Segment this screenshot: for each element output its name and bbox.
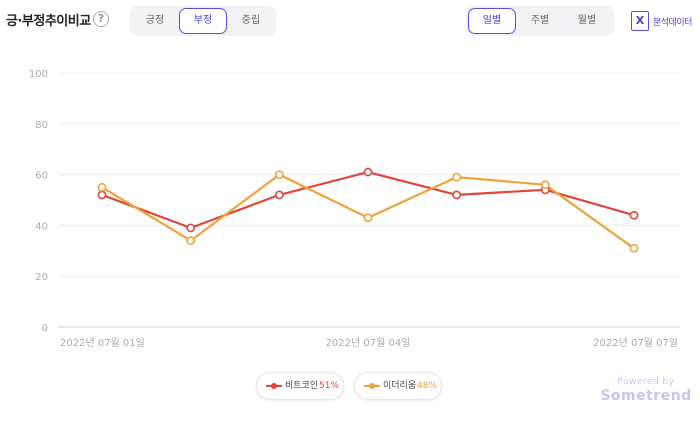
chart-header: 긍·부정추이비교 ? 긍정 부정 중립 일별 주별 월별 X 분석데이터 (0, 0, 700, 44)
x-tick-label: 2022년 07월 07일 (593, 337, 678, 349)
legend-item-ethereum[interactable]: 이더리움 48% (354, 372, 442, 400)
data-point-1-6 (629, 243, 639, 253)
legend-value: 51% (319, 381, 340, 391)
data-point-1-1 (186, 236, 196, 246)
sometrend-logo: Powered by Sometrend (598, 377, 694, 404)
data-point-1-3 (363, 213, 373, 223)
chart-grid (58, 72, 680, 328)
y-tick-label: 0 (42, 323, 48, 334)
legend-item-bitcoin[interactable]: 비트코인 51% (256, 372, 344, 400)
y-tick-label: 100 (29, 69, 48, 80)
data-point-0-0 (97, 190, 107, 200)
series-lines (101, 171, 635, 250)
series-points (97, 167, 639, 253)
powered-by-text: Powered by (617, 377, 675, 387)
y-tick-label: 80 (35, 120, 48, 131)
y-tick-label: 60 (35, 171, 48, 182)
tab-monthly[interactable]: 월별 (577, 15, 597, 26)
data-point-0-3 (363, 167, 373, 177)
help-icon[interactable]: ? (93, 11, 109, 27)
sentiment-tab-group: 긍정 부정 중립 (130, 6, 276, 36)
period-tab-group: 일별 주별 월별 (466, 6, 614, 36)
tab-weekly[interactable]: 주별 (530, 15, 550, 26)
tab-positive[interactable]: 긍정 (145, 15, 165, 26)
data-point-0-4 (452, 190, 462, 200)
data-point-0-1 (186, 223, 196, 233)
data-point-0-2 (274, 190, 284, 200)
y-tick-label: 20 (35, 272, 48, 283)
data-point-0-6 (629, 210, 639, 220)
data-point-1-4 (452, 172, 462, 182)
x-axis-ticks: 2022년 07월 01일 2022년 07월 04일 2022년 07월 07일 (60, 337, 678, 349)
data-point-1-5 (540, 180, 550, 190)
bitcoin-legend-marker (266, 381, 282, 391)
legend-name: 비트코인 (285, 381, 319, 391)
data-point-1-0 (97, 182, 107, 192)
y-axis-ticks: 0 20 40 60 80 100 (29, 69, 48, 334)
x-tick-label: 2022년 07월 01일 (60, 337, 145, 349)
y-tick-label: 40 (35, 221, 48, 232)
export-label: 분석데이터 (653, 18, 692, 28)
legend-value: 48% (417, 381, 438, 391)
chart-title: 긍·부정추이비교 (6, 14, 91, 29)
data-point-1-2 (274, 170, 284, 179)
tab-neutral[interactable]: 중립 (241, 15, 261, 26)
legend-name: 이더리움 (383, 381, 417, 391)
brand-name: Sometrend (600, 388, 692, 404)
ethereum-legend-marker (364, 381, 380, 391)
tab-negative[interactable]: 부정 (179, 8, 227, 34)
series-line-1 (101, 173, 635, 250)
x-tick-label: 2022년 07월 04일 (326, 337, 411, 349)
tab-daily[interactable]: 일별 (468, 8, 516, 34)
excel-icon: X (631, 11, 649, 31)
